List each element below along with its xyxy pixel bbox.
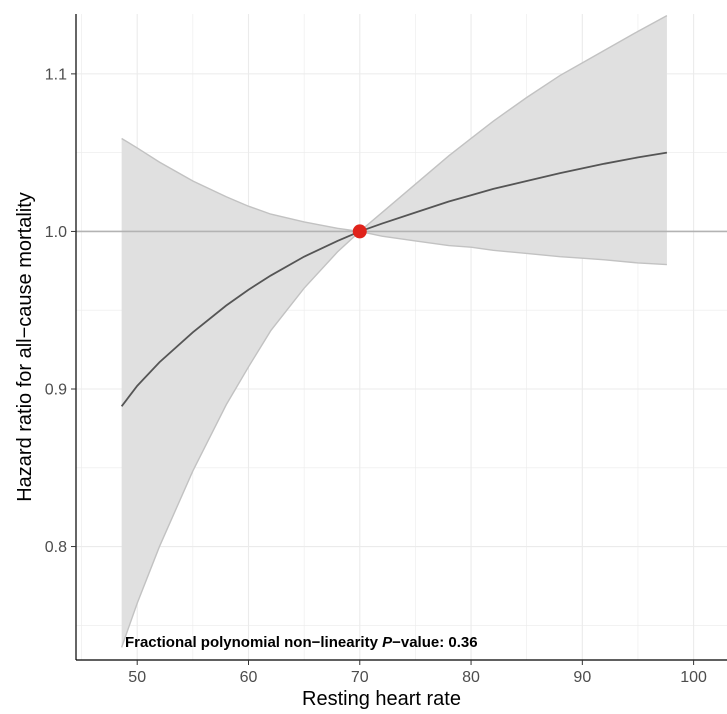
lower-bound-line — [120, 230, 667, 648]
y-tick-label: 1.0 — [45, 224, 67, 241]
x-tick-label: 90 — [573, 669, 591, 686]
x-tick-label: 60 — [240, 669, 258, 686]
reference-point-group — [352, 224, 367, 239]
annotation-suffix: −value: 0.36 — [392, 634, 477, 651]
annotation-prefix: Fractional polynomial non−linearity — [125, 634, 382, 651]
hazard-line-group — [120, 151, 668, 407]
y-axis-title: Hazard ratio for all−cause mortality — [14, 192, 36, 502]
upper-bound-line — [121, 14, 668, 233]
reference-point — [352, 224, 367, 239]
tick-labels: 50 60 70 80 90 100 0.8 0.9 1.0 1.1 — [45, 66, 707, 686]
x-tick-label: 50 — [128, 669, 146, 686]
x-tick-label: 100 — [680, 669, 707, 686]
x-tick-label: 80 — [462, 669, 480, 686]
axes — [71, 14, 727, 665]
x-axis-title: Resting heart rate — [302, 688, 461, 710]
y-tick-label: 1.1 — [45, 66, 67, 83]
y-tick-label: 0.8 — [45, 539, 67, 556]
confidence-band-group — [120, 14, 668, 648]
annotation-p-italic: P — [382, 634, 393, 651]
confidence-band — [121, 15, 667, 648]
hazard-ratio-line — [120, 151, 668, 407]
x-tick-label: 70 — [351, 669, 369, 686]
y-tick-label: 0.9 — [45, 381, 67, 398]
nonlinearity-annotation: Fractional polynomial non−linearity P−va… — [125, 634, 478, 651]
